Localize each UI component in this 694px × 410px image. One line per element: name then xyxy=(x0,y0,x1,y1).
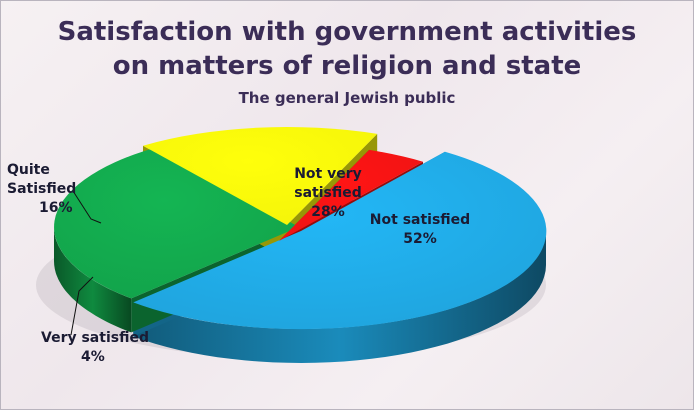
chart-title-line-1: Satisfaction with government activities xyxy=(57,17,637,47)
slice-very-satisfied xyxy=(279,149,423,241)
slice-wall-not-very-satisfied xyxy=(54,227,132,333)
slice-name-very-satisfied: Very satisfied xyxy=(41,330,149,346)
pie-tops xyxy=(54,127,547,330)
chart-title-line-2: on matters of religion and state xyxy=(112,51,582,81)
slice-wall-not-satisfied xyxy=(133,231,547,363)
chart-subtitle: The general Jewish public xyxy=(238,89,456,107)
slice-quite-satisfied xyxy=(143,127,378,225)
slice-label-not-satisfied: Not satisfied 52% xyxy=(365,211,475,249)
leader-line-very-satisfied xyxy=(70,276,94,336)
slice-value-quite-satisfied: 16% xyxy=(39,200,73,216)
slice-value-not-very-satisfied: 28% xyxy=(311,204,345,220)
slice-name-not-very-satisfied: Not very satisfied xyxy=(294,166,362,201)
chart-title: Satisfaction with government activities … xyxy=(1,15,693,83)
slice-not-very-satisfied xyxy=(54,147,299,299)
slice-label-not-very-satisfied: Not very satisfied 28% xyxy=(263,165,393,222)
leader-line-quite-satisfied xyxy=(72,190,102,224)
slice-value-very-satisfied: 4% xyxy=(81,349,105,365)
slice-label-quite-satisfied: Quite Satisfied 16% xyxy=(7,161,117,218)
slice-value-not-satisfied: 52% xyxy=(403,231,437,247)
slice-name-quite-satisfied: Quite Satisfied xyxy=(7,162,77,197)
slice-not-satisfied xyxy=(133,151,547,330)
slice-name-not-satisfied: Not satisfied xyxy=(369,212,471,228)
slice-label-very-satisfied: Very satisfied 4% xyxy=(41,329,151,367)
